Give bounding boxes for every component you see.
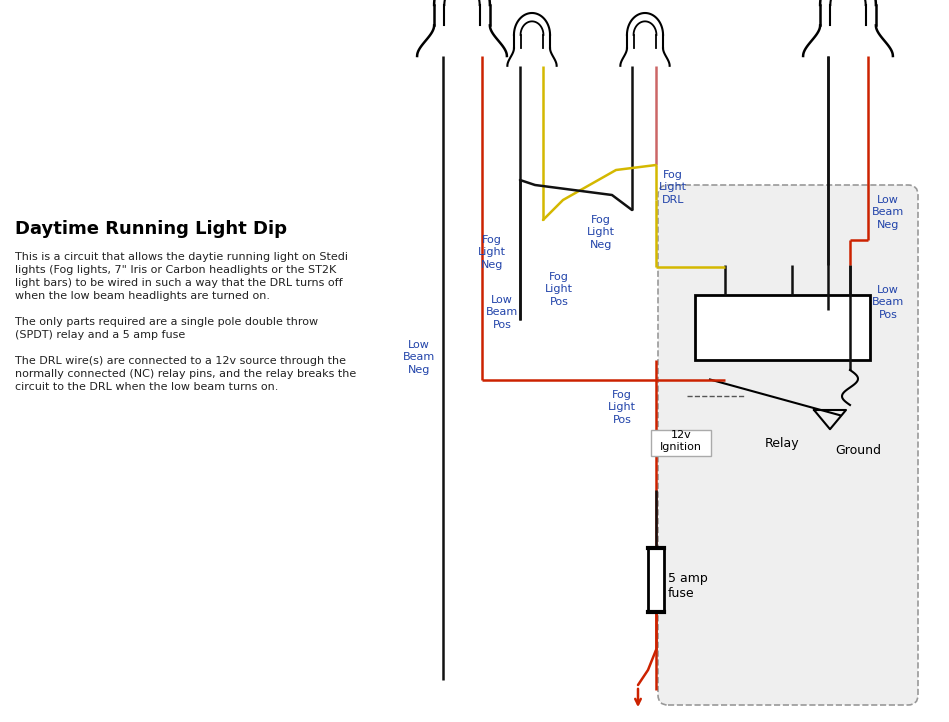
Text: Fog
Light
Pos: Fog Light Pos xyxy=(608,390,636,425)
Text: This is a circuit that allows the daytie running light on Stedi: This is a circuit that allows the daytie… xyxy=(15,252,348,262)
Text: Fog
Light
Neg: Fog Light Neg xyxy=(478,235,506,270)
Bar xyxy=(648,548,664,612)
Text: lights (Fog lights, 7" Iris or Carbon headlights or the ST2K: lights (Fog lights, 7" Iris or Carbon he… xyxy=(15,265,336,275)
Text: Low
Beam
Neg: Low Beam Neg xyxy=(403,340,436,375)
Text: Low
Beam
Pos: Low Beam Pos xyxy=(872,285,904,320)
Text: (SPDT) relay and a 5 amp fuse: (SPDT) relay and a 5 amp fuse xyxy=(15,330,185,340)
Text: The DRL wire(s) are connected to a 12v source through the: The DRL wire(s) are connected to a 12v s… xyxy=(15,356,346,366)
Text: Fog
Light
Neg: Fog Light Neg xyxy=(587,215,615,250)
Text: Low
Beam
Pos: Low Beam Pos xyxy=(486,295,518,330)
Bar xyxy=(651,430,711,456)
Text: Daytime Running Light Dip: Daytime Running Light Dip xyxy=(15,220,287,238)
Text: Relay: Relay xyxy=(765,437,799,450)
Text: 12v
Ignition: 12v Ignition xyxy=(660,430,702,452)
Text: Fog
Light
DRL: Fog Light DRL xyxy=(659,170,687,205)
Bar xyxy=(695,295,870,360)
FancyBboxPatch shape xyxy=(658,185,918,705)
Text: Fog
Light
Pos: Fog Light Pos xyxy=(545,272,573,307)
Text: when the low beam headlights are turned on.: when the low beam headlights are turned … xyxy=(15,291,270,301)
Text: light bars) to be wired in such a way that the DRL turns off: light bars) to be wired in such a way th… xyxy=(15,278,343,288)
Text: normally connected (NC) relay pins, and the relay breaks the: normally connected (NC) relay pins, and … xyxy=(15,369,356,379)
Text: circuit to the DRL when the low beam turns on.: circuit to the DRL when the low beam tur… xyxy=(15,382,278,392)
Text: The only parts required are a single pole double throw: The only parts required are a single pol… xyxy=(15,317,318,327)
Text: 5 amp
fuse: 5 amp fuse xyxy=(668,572,708,600)
Text: Ground: Ground xyxy=(835,444,881,457)
Text: Low
Beam
Neg: Low Beam Neg xyxy=(872,195,904,230)
